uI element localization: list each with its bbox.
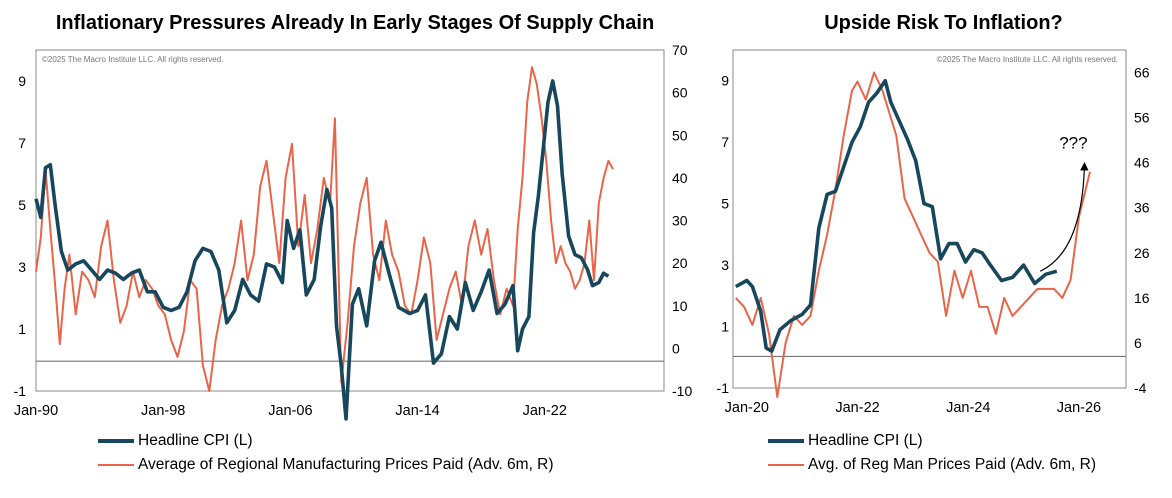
- right-y-right-tick-2: 16: [1134, 290, 1150, 306]
- cpi-swatch: [98, 439, 134, 443]
- right-y-right-tick-0: -4: [1134, 380, 1147, 396]
- left-y-right-tick-2: 10: [672, 298, 688, 314]
- prices-paid-swatch: [768, 464, 804, 466]
- right-legend-label-prices-paid: Avg. of Reg Man Prices Paid (Adv. 6m, R): [808, 456, 1097, 473]
- left-plot-frame: [35, 49, 665, 392]
- right-y-left-tick-5: 9: [721, 73, 729, 89]
- right-x-tick-1: Jan-22: [835, 400, 879, 416]
- right-y-left-tick-4: 7: [721, 134, 729, 150]
- right-legend-label-cpi: Headline CPI (L): [808, 432, 923, 449]
- left-y-right-tick-1: 0: [672, 340, 680, 356]
- left-legend-item-prices-paid: Average of Regional Manufacturing Prices…: [98, 456, 554, 474]
- right-legend-item-prices-paid: Avg. of Reg Man Prices Paid (Adv. 6m, R): [768, 456, 1096, 474]
- left-y-left-tick-4: 7: [18, 135, 26, 151]
- left-y-right-tick-8: 70: [672, 42, 688, 58]
- left-y-right-tick-5: 40: [672, 170, 688, 186]
- left-y-right-tick-3: 20: [672, 255, 688, 271]
- left-y-right-tick-6: 50: [672, 127, 688, 143]
- left-legend-label-prices-paid: Average of Regional Manufacturing Prices…: [138, 456, 554, 473]
- left-legend-label-cpi: Headline CPI (L): [138, 432, 253, 449]
- right-copyright: ©2025 The Macro Institute LLC. All right…: [937, 55, 1118, 64]
- prices-paid-swatch: [98, 464, 134, 466]
- left-legend: Headline CPI (L) Average of Regional Man…: [98, 432, 658, 482]
- right-y-left-tick-1: 1: [721, 319, 729, 335]
- left-x-tick-0: Jan-90: [14, 403, 58, 419]
- right-prices-paid-line: [735, 71, 1091, 398]
- left-y-right-tick-0: -10: [672, 383, 692, 399]
- right-chart-title: Upside Risk To Inflation?: [824, 12, 1063, 34]
- left-y-right-tick-4: 30: [672, 213, 688, 229]
- left-y-left-tick-0: -1: [14, 383, 27, 399]
- left-chart-title: Inflationary Pressures Already In Early …: [55, 12, 655, 34]
- left-y-left-tick-5: 9: [18, 73, 26, 89]
- annotation-question-marks: ???: [1059, 133, 1087, 152]
- right-y-right-tick-4: 36: [1134, 200, 1150, 216]
- right-y-right-tick-7: 66: [1134, 65, 1150, 81]
- left-y-left-tick-2: 3: [18, 259, 26, 275]
- right-x-tick-0: Jan-20: [725, 400, 769, 416]
- right-x-tick-2: Jan-24: [946, 400, 990, 416]
- right-y-left-tick-2: 3: [721, 257, 729, 273]
- left-x-tick-3: Jan-14: [395, 403, 439, 419]
- right-legend: Headline CPI (L) Avg. of Reg Man Prices …: [768, 432, 1168, 482]
- cpi-swatch: [768, 439, 804, 443]
- right-y-right-tick-3: 26: [1134, 245, 1150, 261]
- right-legend-item-cpi: Headline CPI (L): [768, 432, 923, 450]
- left-x-tick-2: Jan-06: [268, 403, 312, 419]
- left-x-tick-4: Jan-22: [523, 403, 567, 419]
- left-prices-paid-line: [35, 66, 614, 392]
- right-plot-frame: [732, 49, 1127, 389]
- left-copyright: ©2025 The Macro Institute LLC. All right…: [42, 55, 223, 64]
- upside-arrow: [1039, 162, 1089, 272]
- right-y-right-tick-1: 6: [1134, 335, 1142, 351]
- right-cpi-line: [734, 78, 1058, 353]
- left-cpi-line: [34, 79, 610, 421]
- left-x-tick-1: Jan-98: [141, 403, 185, 419]
- right-y-left-tick-3: 5: [721, 196, 729, 212]
- right-y-right-tick-5: 46: [1134, 155, 1150, 171]
- right-y-left-tick-0: -1: [717, 380, 730, 396]
- left-y-left-tick-1: 1: [18, 321, 26, 337]
- right-y-right-tick-6: 56: [1134, 110, 1150, 126]
- right-x-tick-3: Jan-26: [1057, 400, 1101, 416]
- left-y-right-tick-7: 60: [672, 85, 688, 101]
- left-y-left-tick-3: 5: [18, 197, 26, 213]
- left-legend-item-cpi: Headline CPI (L): [98, 432, 253, 450]
